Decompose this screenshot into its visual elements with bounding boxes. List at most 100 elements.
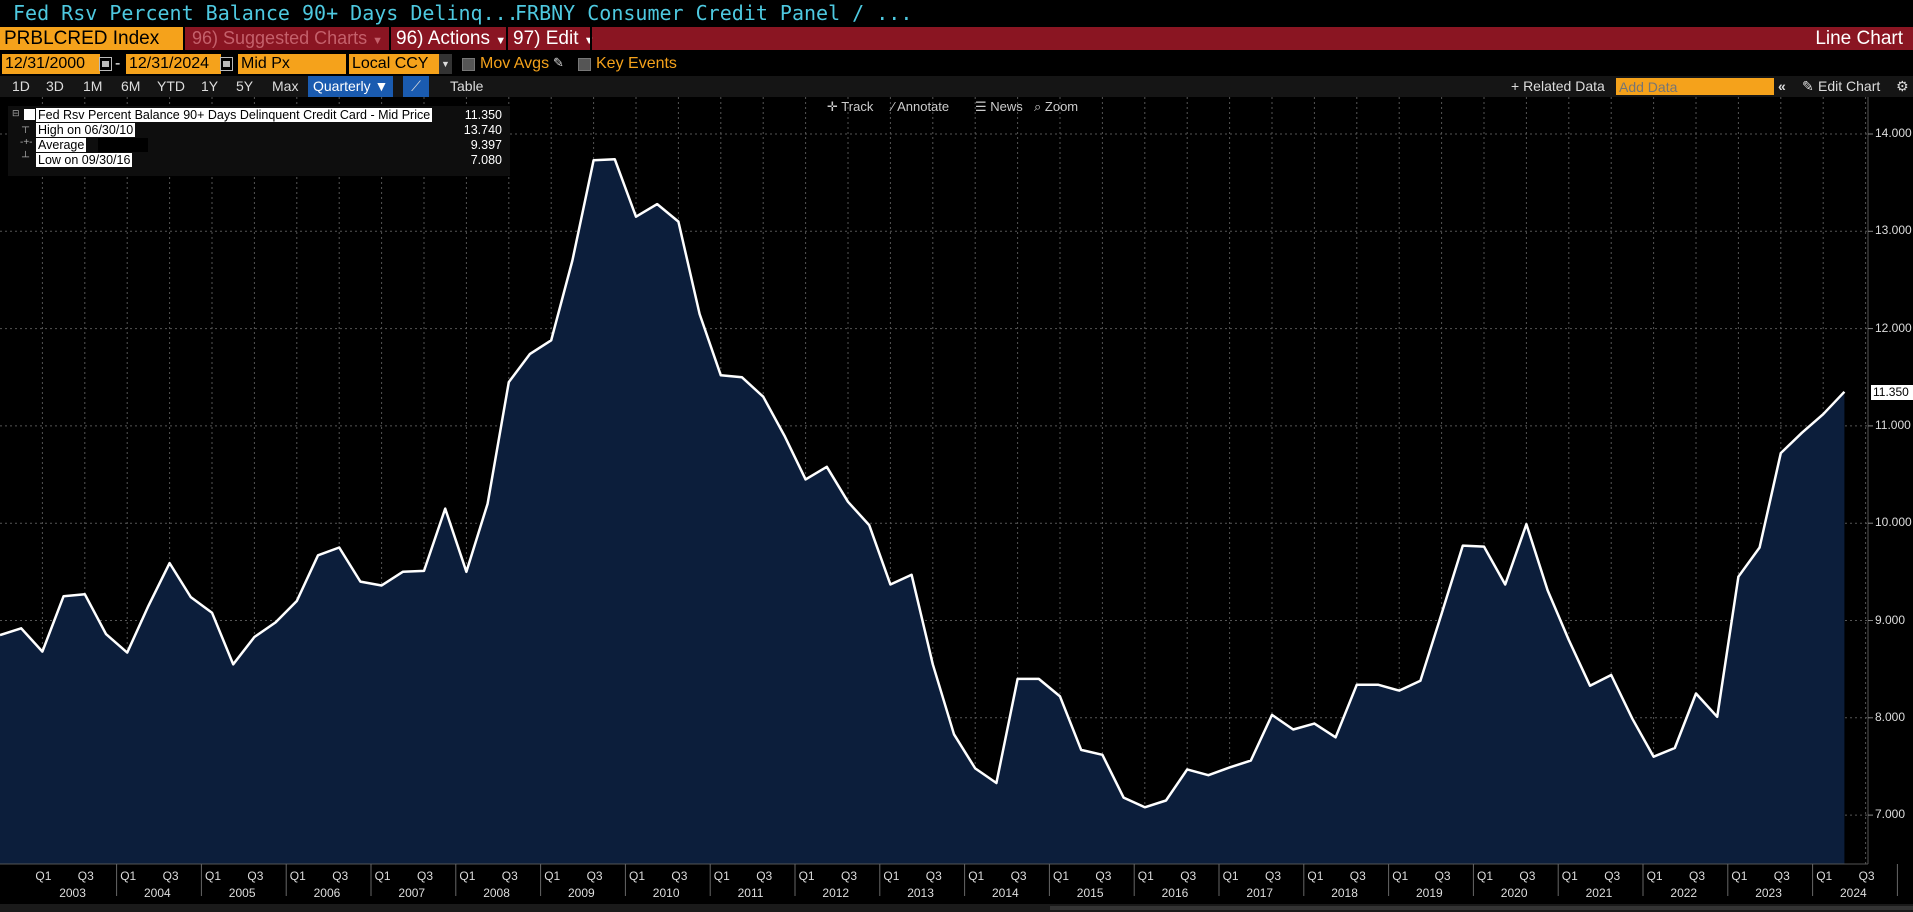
x-year-label: 2015 [1076,886,1104,900]
edit-menu-button[interactable]: 97) Edit ▼ [513,27,595,50]
related-data-button[interactable]: + Related Data [1511,78,1605,94]
add-data-input[interactable] [1616,78,1774,95]
pencil-icon[interactable]: ✎ [1802,78,1814,94]
security-title[interactable]: Fed Rsv Percent Balance 90+ Days Delinq.… [13,1,519,25]
tree-minus-icon[interactable]: ⊟ [12,108,20,118]
range-6m[interactable]: 6M [121,78,141,94]
x-axis-ticks [116,864,1898,896]
x-quarter-label: Q3 [501,869,518,883]
legend-series-value: 11.350 [464,108,502,122]
currency-dropdown-icon[interactable]: ▼ [439,54,452,74]
x-year-label: 2018 [1331,886,1358,900]
annotate-tool[interactable]: ∕ Annotate [892,99,949,114]
collapse-icon[interactable]: « [1778,78,1786,94]
x-quarter-label: Q1 [1646,869,1663,883]
source-title[interactable]: FRBNY Consumer Credit Panel / ... [515,1,913,25]
suggested-charts-label: 96) Suggested Charts [192,28,368,48]
zoom-tool[interactable]: ⌕ Zoom [1034,99,1078,115]
price-field-select[interactable]: Mid Px [238,54,346,74]
mov-avgs-checkbox[interactable] [462,58,475,71]
x-year-label: 2006 [313,886,341,900]
range-ytd[interactable]: YTD [157,78,185,94]
magnifier-icon: ⌕ [1034,99,1042,114]
x-year-label: 2020 [1500,886,1528,900]
x-year-label: 2007 [398,886,426,900]
average-marker-icon: -+- [20,137,33,148]
calendar-icon[interactable] [220,57,233,71]
x-quarter-label: Q3 [417,869,434,883]
range-1y[interactable]: 1Y [201,78,219,94]
news-tool[interactable]: ☰ News [975,99,1023,115]
y-tick-label: 13.000 [1875,223,1912,238]
x-quarter-label: Q1 [883,869,900,883]
start-date-field[interactable]: 12/31/2000 [2,54,100,74]
end-date-field[interactable]: 12/31/2024 [126,54,221,74]
y-tick-label: 14.000 [1875,126,1912,140]
x-quarter-label: Q3 [756,869,773,883]
series-color-swatch[interactable] [24,109,35,120]
line-chart-icon[interactable]: ⟋ [403,76,429,97]
range-3d[interactable]: 3D [46,78,64,94]
scrollbar-thumb[interactable] [1050,906,1913,910]
x-quarter-label: Q3 [162,869,179,883]
currency-select[interactable]: Local CCY [349,54,440,74]
x-quarter-label: Q3 [1689,869,1706,883]
legend-high-value: 13.740 [463,123,502,137]
range-5y[interactable]: 5Y [236,78,254,94]
x-quarter-label: Q1 [289,869,306,883]
x-quarter-label: Q3 [1604,869,1621,883]
high-marker-icon: ┬ [22,122,30,133]
range-max[interactable]: Max [272,78,299,94]
x-quarter-label: Q3 [1180,869,1197,883]
annotate-label: Annotate [897,99,950,114]
x-quarter-label: Q1 [713,869,730,883]
period-select[interactable]: Quarterly ▼ [308,76,394,97]
x-quarter-label: Q3 [1434,869,1451,883]
edit-label: 97) Edit [513,28,579,49]
x-quarter-label: Q1 [1137,869,1154,883]
x-quarter-label: Q1 [1222,869,1239,883]
table-button[interactable]: Table [450,78,484,94]
chart-legend[interactable]: ⊟ Fed Rsv Percent Balance 90+ Days Delin… [8,106,510,176]
legend-low-value: 7.080 [470,153,502,167]
key-events-checkbox[interactable] [578,58,591,71]
chevron-down-icon: ▼ [584,35,595,47]
x-year-label: 2003 [59,886,86,900]
y-tick-label: 8.000 [1875,709,1906,724]
range-1d[interactable]: 1D [12,78,30,94]
y-tick-label: 11.000 [1875,417,1911,432]
ticker-field[interactable]: PRBLCRED Index [0,27,183,50]
x-quarter-label: Q1 [1392,869,1409,883]
horizontal-scrollbar[interactable] [0,904,1913,912]
gear-icon[interactable]: ⚙ [1896,78,1909,94]
chart-type-label[interactable]: Line Chart [1815,28,1903,49]
track-tool[interactable]: ✛ Track [827,99,873,115]
x-year-label: 2011 [737,886,764,900]
x-quarter-label: Q3 [77,869,94,883]
suggested-charts-button[interactable]: 96) Suggested Charts ▼ [192,27,383,50]
x-quarter-label: Q3 [332,869,349,883]
pen-icon: ∕ [892,99,895,114]
calendar-icon[interactable] [99,57,112,71]
x-quarter-label: Q1 [1307,869,1324,883]
range-1m[interactable]: 1M [83,78,103,94]
x-quarter-label: Q3 [841,869,858,883]
edit-chart-button[interactable]: Edit Chart [1818,78,1881,94]
legend-high-label: High on 06/30/10 [36,123,136,137]
average-swatch [98,138,148,152]
x-quarter-label: Q1 [1816,869,1833,883]
chart-svg[interactable] [0,97,1913,912]
key-events-label[interactable]: Key Events [596,55,677,72]
x-quarter-label: Q1 [544,869,561,883]
actions-menu-button[interactable]: 96) Actions ▼ [396,27,506,50]
x-quarter-label: Q1 [798,869,815,883]
pencil-icon[interactable]: ✎ [553,55,564,70]
x-year-label: 2013 [907,886,934,900]
chevron-down-icon: ▼ [495,35,507,47]
chart-options-row: 12/31/2000 - 12/31/2024 Mid Px Local CCY… [0,52,1913,76]
x-quarter-label: Q3 [925,869,942,883]
y-tick-label: 12.000 [1875,320,1912,335]
mov-avgs-label[interactable]: Mov Avgs [480,55,550,72]
window-title-bar: Fed Rsv Percent Balance 90+ Days Delinq.… [0,0,1913,27]
actions-label: 96) Actions [396,28,490,49]
